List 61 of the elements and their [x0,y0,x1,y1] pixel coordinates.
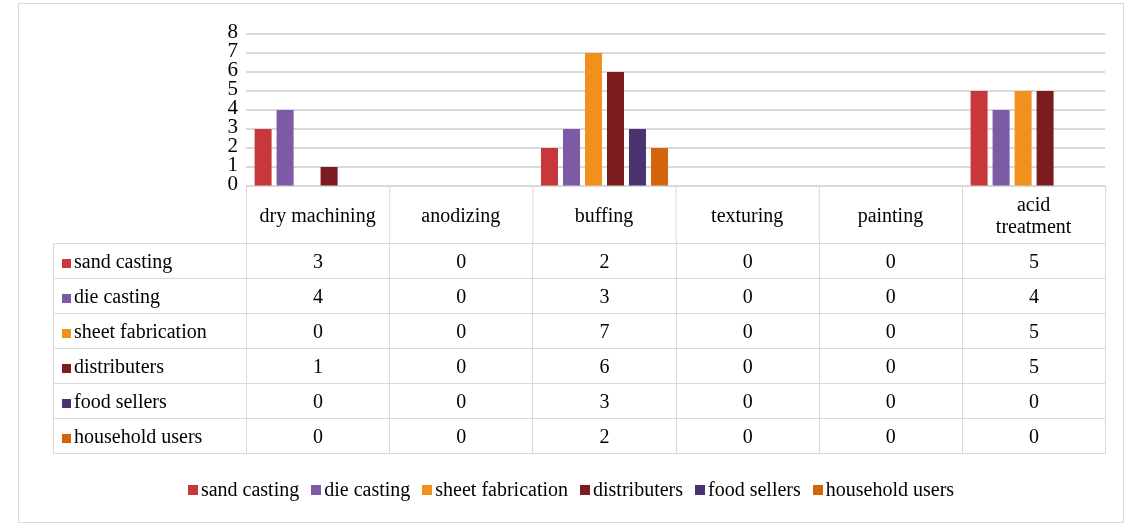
data-label: 0 [819,243,963,279]
bar [628,129,646,186]
data-label: 0 [962,418,1106,454]
bar [1014,91,1032,186]
text: household users [74,424,203,447]
text: die casting [324,478,411,500]
bar [276,110,294,186]
text: distributers [593,478,684,500]
data-label: 5 [962,348,1106,384]
data-label: 0 [819,383,963,419]
data-label: 3 [532,383,677,419]
data-label: 0 [676,348,820,384]
data-label: 0 [819,278,963,314]
data-label: 0 [676,418,820,454]
data-label: 0 [962,383,1106,419]
data-label: 0 [389,313,533,349]
legend-label: sand casting [53,243,247,279]
data-label: 0 [389,383,533,419]
x-tick-label: texturing [711,203,784,227]
data-label: 0 [676,313,820,349]
bar [540,148,558,186]
data-label: 2 [532,243,677,279]
bar [562,129,580,186]
data-label: 5 [962,313,1106,349]
legend-label: sheet fabrication [435,478,569,501]
bar [1036,91,1054,186]
data-label: 5 [962,243,1106,279]
x-tick-label: anodizing [421,203,501,227]
data-label: 0 [676,243,820,279]
data-label: 0 [676,383,820,419]
bar [650,148,668,186]
data-label: 0 [819,348,963,384]
data-label: 6 [532,348,677,384]
text: sheet fabrication [74,319,207,342]
bar [584,53,602,186]
data-label: 0 [676,278,820,314]
bar [970,91,988,186]
data-label: 7 [532,313,677,349]
x-tick-label: dry machining [259,203,376,227]
x-tick-label: painting [857,203,924,227]
bar [254,129,272,186]
text: food sellers [74,389,167,412]
data-label: 4 [962,278,1106,314]
text: sand casting [200,478,300,500]
bar [606,72,624,186]
data-label: 3 [532,278,677,314]
data-label: 0 [389,243,533,279]
x-tick-label: acid treatment [995,192,1072,237]
legend-label: food sellers [708,478,801,501]
data-label: 2 [532,418,677,454]
data-label: 0 [389,348,533,384]
bar [320,167,338,186]
legend-label: distributers [53,348,247,384]
bar [992,110,1010,186]
legend-label: household users [825,478,955,501]
legend-label: die casting [53,278,247,314]
data-label: 0 [819,313,963,349]
data-label: 0 [389,418,533,454]
data-label: 0 [389,278,533,314]
data-label: 0 [819,418,963,454]
x-tick-label: buffing [574,203,634,227]
